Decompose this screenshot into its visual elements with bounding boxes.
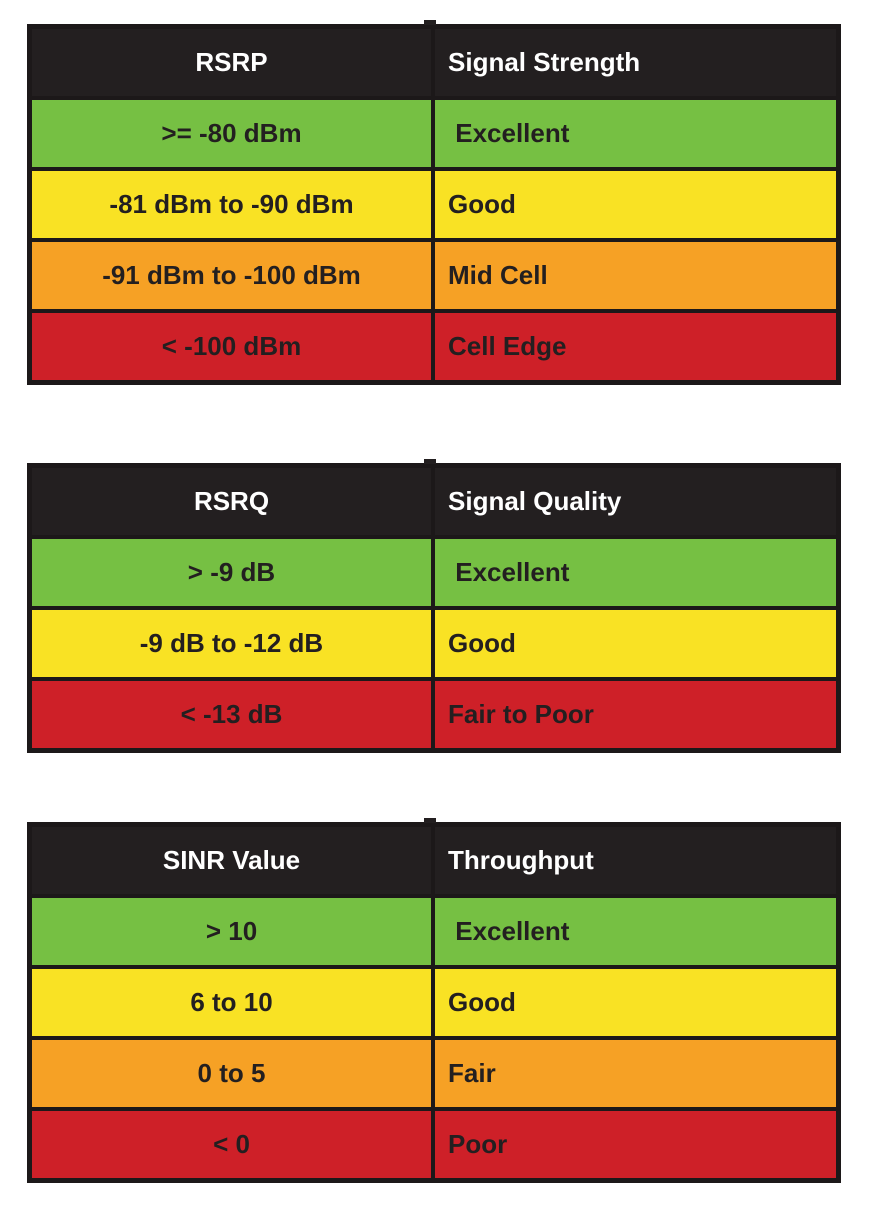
table-row: -9 dB to -12 dB Good [27,606,841,681]
table-row: < 0 Poor [27,1107,841,1183]
table-row: < -100 dBm Cell Edge [27,309,841,385]
range-cell: -91 dBm to -100 dBm [27,238,435,313]
label-cell: Excellent [431,96,841,171]
column-header-rsrq: RSRQ [27,463,435,539]
range-cell: < 0 [27,1107,435,1183]
rsrq-table: RSRQ Signal Quality > -9 dB Excellent -9… [27,463,841,753]
column-header-throughput: Throughput [431,822,841,898]
table-header-row: RSRP Signal Strength [27,24,841,100]
range-cell: -9 dB to -12 dB [27,606,435,681]
column-header-sinr-value: SINR Value [27,822,435,898]
column-divider-tick [424,818,436,823]
table-row: 0 to 5 Fair [27,1036,841,1111]
signal-metrics-page: RSRP Signal Strength >= -80 dBm Excellen… [27,20,841,1183]
range-cell: 6 to 10 [27,965,435,1040]
column-divider-tick [424,459,436,464]
table-row: 6 to 10 Good [27,965,841,1040]
sinr-table: SINR Value Throughput > 10 Excellent 6 t… [27,822,841,1183]
label-cell: Fair to Poor [431,677,841,753]
label-cell: Good [431,167,841,242]
range-cell: -81 dBm to -90 dBm [27,167,435,242]
range-cell: < -100 dBm [27,309,435,385]
table-header-row: SINR Value Throughput [27,822,841,898]
range-cell: > -9 dB [27,535,435,610]
column-divider-tick [424,20,436,25]
label-cell: Fair [431,1036,841,1111]
label-cell: Good [431,606,841,681]
range-cell: 0 to 5 [27,1036,435,1111]
rsrq-table-section: RSRQ Signal Quality > -9 dB Excellent -9… [27,459,841,753]
label-cell: Cell Edge [431,309,841,385]
label-cell: Excellent [431,535,841,610]
column-header-signal-strength: Signal Strength [431,24,841,100]
table-header-row: RSRQ Signal Quality [27,463,841,539]
label-cell: Mid Cell [431,238,841,313]
range-cell: > 10 [27,894,435,969]
rsrp-table: RSRP Signal Strength >= -80 dBm Excellen… [27,24,841,385]
sinr-table-section: SINR Value Throughput > 10 Excellent 6 t… [27,818,841,1183]
column-header-rsrp: RSRP [27,24,435,100]
table-row: < -13 dB Fair to Poor [27,677,841,753]
label-cell: Poor [431,1107,841,1183]
table-row: >= -80 dBm Excellent [27,96,841,171]
table-row: > -9 dB Excellent [27,535,841,610]
rsrp-table-section: RSRP Signal Strength >= -80 dBm Excellen… [27,20,841,385]
column-header-signal-quality: Signal Quality [431,463,841,539]
table-row: -91 dBm to -100 dBm Mid Cell [27,238,841,313]
table-row: -81 dBm to -90 dBm Good [27,167,841,242]
table-row: > 10 Excellent [27,894,841,969]
label-cell: Excellent [431,894,841,969]
range-cell: >= -80 dBm [27,96,435,171]
label-cell: Good [431,965,841,1040]
range-cell: < -13 dB [27,677,435,753]
